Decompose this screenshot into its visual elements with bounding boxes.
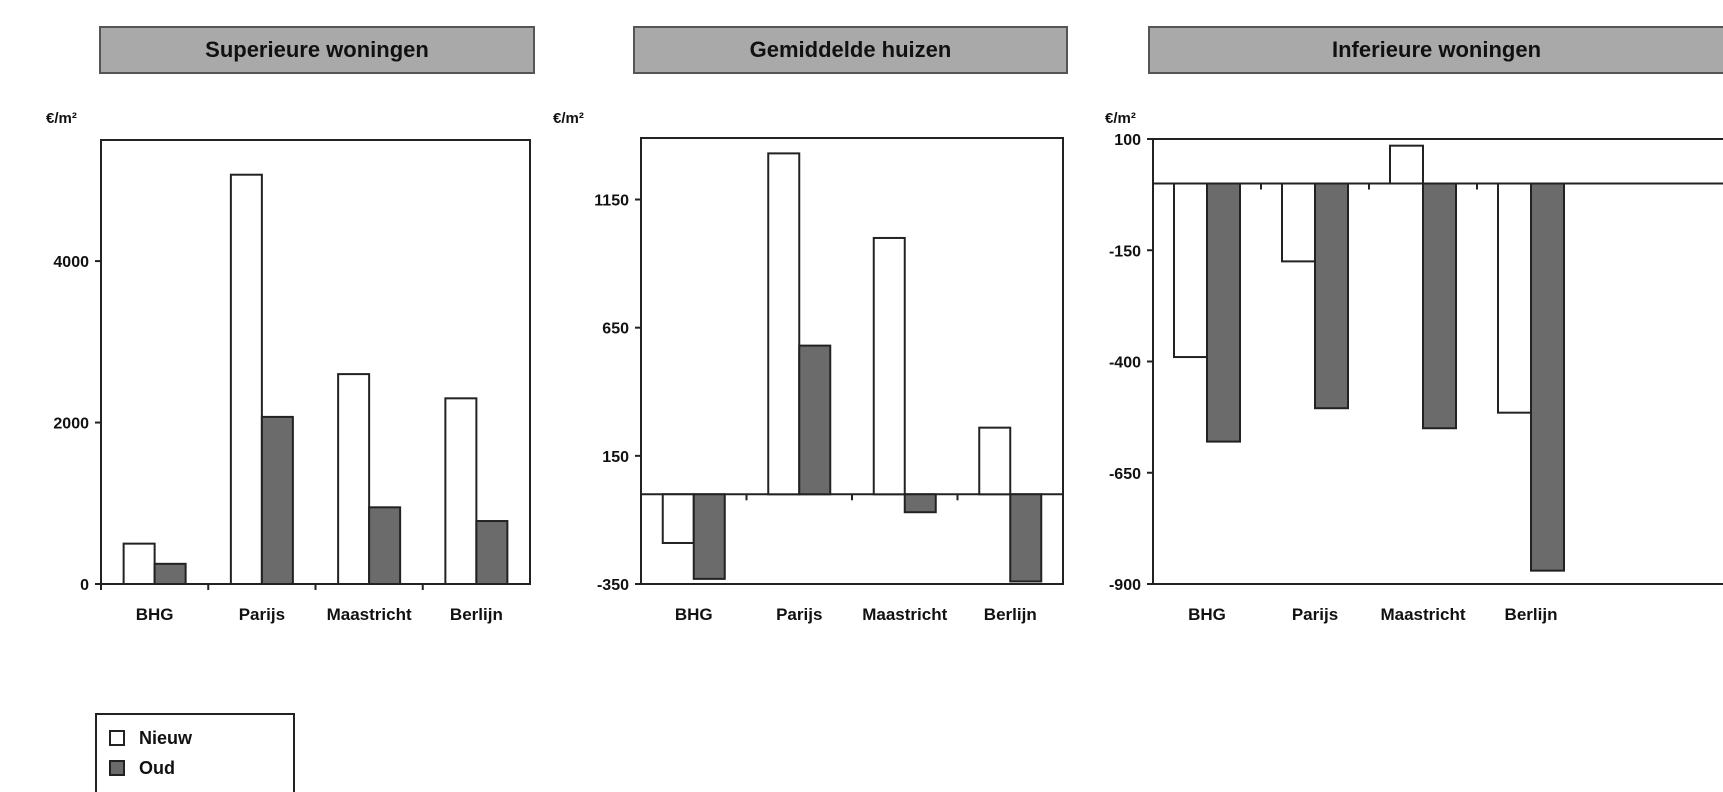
legend-label-new: Nieuw bbox=[139, 727, 193, 748]
chart-2-ytick-label-0: -350 bbox=[597, 577, 629, 594]
chart-1-xlabel-1: Parijs bbox=[239, 605, 285, 624]
chart-1-ytick-label-0: 0 bbox=[80, 577, 89, 594]
chart-3-xlabel-2: Maastricht bbox=[1380, 605, 1465, 624]
chart-3-bar-nieuw-parijs bbox=[1281, 182, 1316, 263]
legend-item-old: Oud bbox=[109, 753, 293, 783]
legend-item-new: Nieuw bbox=[109, 723, 293, 753]
chart-1-bar-oud-bhg bbox=[153, 562, 187, 585]
chart-1-bar-oud-berlijn bbox=[475, 520, 509, 585]
chart-2-ytick-label-1: 150 bbox=[602, 449, 629, 466]
chart-2-bar-nieuw-berlijn bbox=[978, 426, 1012, 496]
legend: Nieuw Oud bbox=[95, 713, 295, 792]
chart-3-bar-oud-bhg bbox=[1206, 182, 1241, 443]
chart-1-ytick-label-2: 4000 bbox=[53, 254, 89, 271]
chart-2-xlabel-3: Berlijn bbox=[984, 605, 1037, 624]
chart-2-frame bbox=[640, 137, 1064, 585]
chart-2-bar-oud-maastricht bbox=[903, 493, 937, 514]
chart-3-bar-oud-maastricht bbox=[1422, 182, 1457, 430]
chart-2-xlabel-0: BHG bbox=[675, 605, 713, 624]
chart-2-bar-nieuw-maastricht bbox=[872, 236, 906, 496]
chart-3-ytick-label-3: -150 bbox=[1109, 243, 1141, 260]
legend-label-old: Oud bbox=[139, 757, 175, 778]
chart-1-title: Superieure woningen bbox=[99, 26, 535, 74]
chart-1-bar-nieuw-bhg bbox=[122, 542, 156, 585]
chart-3-bar-oud-parijs bbox=[1314, 182, 1349, 410]
chart-1-bar-oud-parijs bbox=[260, 415, 294, 585]
chart-2-ytick-label-3: 1150 bbox=[594, 193, 629, 210]
chart-1-bar-nieuw-parijs bbox=[229, 173, 263, 585]
chart-2-bar-nieuw-bhg bbox=[661, 493, 695, 544]
chart-1-ylabel: €/m² bbox=[46, 110, 77, 127]
chart-3-ytick-label-2: -400 bbox=[1109, 355, 1141, 372]
legend-swatch-old bbox=[109, 760, 125, 776]
chart-3-ylabel: €/m² bbox=[1105, 110, 1136, 127]
chart-3-title: Inferieure woningen bbox=[1148, 26, 1723, 74]
chart-1-bar-nieuw-berlijn bbox=[444, 397, 478, 585]
chart-2-title: Gemiddelde huizen bbox=[633, 26, 1068, 74]
chart-3-bar-nieuw-bhg bbox=[1173, 182, 1208, 359]
chart-3-xlabel-1: Parijs bbox=[1292, 605, 1338, 624]
chart-2-ylabel: €/m² bbox=[553, 110, 584, 127]
chart-2-xlabel-2: Maastricht bbox=[862, 605, 947, 624]
chart-2-bar-oud-bhg bbox=[692, 493, 726, 580]
chart-2-xlabel-1: Parijs bbox=[776, 605, 822, 624]
chart-3-xlabel-3: Berlijn bbox=[1505, 605, 1558, 624]
chart-1-xlabel-2: Maastricht bbox=[327, 605, 412, 624]
chart-3-xlabel-0: BHG bbox=[1188, 605, 1226, 624]
chart-3-bar-nieuw-maastricht bbox=[1389, 144, 1424, 185]
chart-3-ytick-label-0: -900 bbox=[1109, 577, 1141, 594]
chart-1-bar-oud-maastricht bbox=[368, 506, 402, 585]
legend-swatch-new bbox=[109, 730, 125, 746]
chart-3-bar-oud-berlijn bbox=[1530, 182, 1565, 572]
chart-2-ytick-label-2: 650 bbox=[602, 321, 629, 338]
chart-1-xlabel-0: BHG bbox=[136, 605, 174, 624]
chart-1-ytick-label-1: 2000 bbox=[53, 416, 89, 433]
chart-3-bar-nieuw-berlijn bbox=[1497, 182, 1532, 414]
chart-3-ytick-label-1: -650 bbox=[1109, 466, 1141, 483]
chart-3-ytick-label-4: 100 bbox=[1114, 132, 1141, 149]
chart-2-bar-nieuw-parijs bbox=[767, 152, 801, 496]
chart-1-xlabel-3: Berlijn bbox=[450, 605, 503, 624]
chart-1-bar-nieuw-maastricht bbox=[337, 373, 371, 586]
chart-2-bar-oud-parijs bbox=[798, 344, 832, 496]
chart-2-bar-oud-berlijn bbox=[1009, 493, 1043, 583]
